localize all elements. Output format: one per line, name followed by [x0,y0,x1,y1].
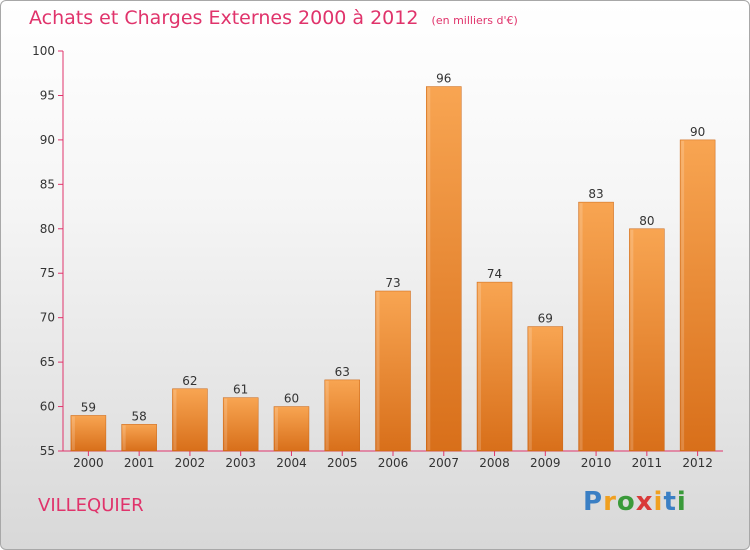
value-label-2005: 63 [335,365,350,379]
logo-letter: r [603,487,617,517]
y-tick-label: 95 [40,88,55,102]
y-tick-label: 65 [40,355,55,369]
value-label-2002: 62 [182,374,197,388]
logo-letter: t [663,487,677,517]
value-labels: 59 58 62 61 60 63 73 96 74 69 83 80 90 [81,72,706,424]
x-tick-label: 2011 [632,456,663,470]
bar-2003 [222,397,259,452]
logo-letter: i [653,487,664,517]
bar-2008 [476,281,513,452]
bar-2000 [70,415,107,452]
value-label-2003: 61 [233,383,248,397]
bar-2006 [375,290,411,452]
value-label-2001: 58 [132,409,147,423]
y-tick-label: 100 [32,44,55,58]
proxiti-logo: Proxiti [583,487,687,517]
bar-highlight [274,407,278,450]
bar-2011 [629,228,665,452]
value-label-2008: 74 [487,267,502,281]
title-row: Achats et Charges Externes 2000 à 2012 (… [29,7,518,29]
x-tick-label: 2012 [682,456,713,470]
x-tick-label: 2002 [175,456,206,470]
value-label-2011: 80 [639,214,654,228]
chart-subtitle: (en milliers d'€) [431,14,518,27]
bar-2009 [527,326,564,452]
logo-letter: i [676,487,687,517]
x-tick-label: 2004 [276,456,307,470]
value-label-2004: 60 [284,392,299,406]
chart-title: Achats et Charges Externes 2000 à 2012 [29,7,419,29]
x-tick-label: 2007 [428,456,459,470]
bar-highlight [376,292,380,450]
bar-highlight [173,389,177,450]
bar-highlight [630,229,634,450]
bar-2001 [121,424,157,452]
town-name: VILLEQUIER [38,495,144,516]
x-tick-label: 2000 [73,456,104,470]
bar-highlight [71,416,75,450]
bar-2005 [324,379,360,452]
x-tick-label: 2001 [124,456,155,470]
y-tick-label: 80 [40,222,55,236]
logo-letter: P [583,487,604,517]
y-tick-label: 75 [40,266,55,280]
x-tick-label: 2009 [530,456,561,470]
y-tick-label: 85 [40,177,55,191]
logo-letter: x [635,487,654,517]
value-label-2009: 69 [538,312,553,326]
bar-2002 [172,388,208,452]
bar-highlight [528,327,532,450]
bar-highlight [579,203,583,450]
bars [70,86,716,452]
bar-highlight [224,398,228,450]
value-label-2007: 96 [436,72,451,86]
x-tick-label: 2003 [225,456,256,470]
bar-highlight [427,87,431,451]
y-tick-label: 55 [40,444,55,458]
bar-highlight [681,140,685,450]
bar-highlight [325,380,329,450]
bar-2012 [679,139,716,452]
bar-2007 [426,86,462,452]
bar-2010 [578,201,614,452]
bar-2004 [273,406,310,452]
logo-letter: o [616,487,636,517]
x-tick-label: 2008 [479,456,510,470]
y-tick-label: 70 [40,311,55,325]
bar-highlight [122,425,126,450]
value-label-2010: 83 [588,187,603,201]
x-tick-label: 2010 [581,456,612,470]
value-label-2012: 90 [690,125,705,139]
x-tick-label: 2006 [378,456,409,470]
bar-highlight [478,283,482,450]
value-label-2006: 73 [385,276,400,290]
y-tick-label: 90 [40,133,55,147]
y-tick-label: 60 [40,400,55,414]
value-label-2000: 59 [81,400,96,414]
x-tick-label: 2005 [327,456,358,470]
